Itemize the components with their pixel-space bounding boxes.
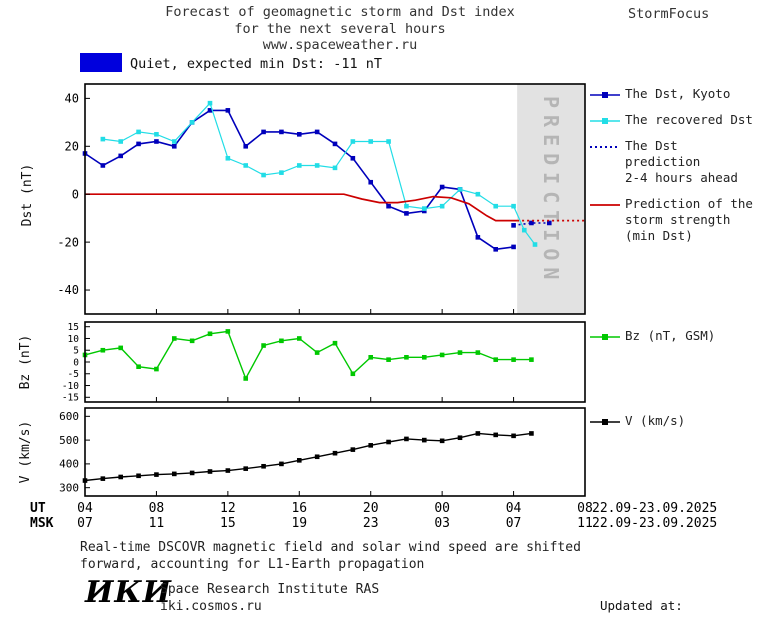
svg-text:5: 5	[73, 346, 79, 357]
svg-text:22.09-23.09.2025: 22.09-23.09.2025	[592, 501, 717, 516]
v-marker-icon	[590, 419, 620, 425]
legend-label-storm-1: Prediction of the	[625, 196, 753, 211]
title-line-3-site-link[interactable]: www.spaceweather.ru	[262, 37, 418, 53]
svg-text:04: 04	[77, 501, 93, 516]
legend-item-recovered: The recovered Dst	[590, 112, 760, 128]
main-legend: The Dst, Kyoto The recovered Dst The Dst…	[590, 86, 760, 244]
svg-text:12: 12	[220, 501, 236, 516]
svg-text:40: 40	[65, 92, 79, 106]
dst-axis-label: Dst (nT)	[20, 163, 35, 227]
page-title: Forecast of geomagnetic storm and Dst in…	[60, 4, 620, 54]
svg-text:-10: -10	[62, 381, 79, 392]
legend-item-prediction: The Dst prediction 2-4 hours ahead	[590, 138, 760, 186]
svg-text:08: 08	[577, 501, 593, 516]
svg-text:07: 07	[506, 516, 522, 531]
storm-strength-marker-icon	[590, 204, 620, 206]
svg-text:16: 16	[291, 501, 307, 516]
svg-text:08: 08	[149, 501, 165, 516]
svg-text:15: 15	[220, 516, 236, 531]
legend-label-dst-kyoto: The Dst, Kyoto	[625, 86, 731, 101]
svg-text:300: 300	[59, 482, 79, 495]
legend-item-bz: Bz (nT, GSM)	[590, 328, 760, 344]
svg-text:20: 20	[65, 139, 79, 153]
svg-text:19: 19	[291, 516, 307, 531]
institute-site-link[interactable]: iki.cosmos.ru	[160, 599, 262, 614]
svg-text:22.09-23.09.2025: 22.09-23.09.2025	[592, 516, 717, 531]
legend-label-storm-3: (min Dst)	[625, 228, 693, 243]
svg-text:500: 500	[59, 434, 79, 447]
legend-label-storm-2: storm strength	[625, 212, 731, 227]
svg-text:MSK: MSK	[30, 516, 54, 531]
svg-text:UT: UT	[30, 501, 46, 516]
svg-text:400: 400	[59, 458, 79, 471]
svg-text:600: 600	[59, 410, 79, 423]
svg-text:04: 04	[506, 501, 522, 516]
brand-stormfocus: StormFocus	[628, 6, 710, 22]
dst-chart: PREDICTION -40 -20 0 20 40	[57, 83, 586, 315]
v-axis-label: V (km/s)	[18, 420, 33, 484]
svg-text:-5: -5	[68, 369, 79, 380]
updated-block: Updated at: UT 04:05, 23.09.2025 MSK 07:…	[600, 566, 758, 620]
legend-label-recovered: The recovered Dst	[625, 112, 753, 127]
storm-level-swatch	[80, 53, 122, 72]
legend-label-bz: Bz (nT, GSM)	[625, 328, 716, 343]
svg-text:00: 00	[434, 501, 450, 516]
legend-label-prediction-1: The Dst prediction	[625, 138, 701, 169]
institute-name: Space Research Institute RAS	[160, 582, 380, 597]
footer-note-line-2: forward, accounting for L1-Earth propaga…	[80, 557, 425, 572]
v-chart: 300 400 500 600	[59, 407, 586, 497]
bz-legend: Bz (nT, GSM)	[590, 328, 760, 344]
svg-text:20: 20	[363, 501, 379, 516]
svg-text:07: 07	[77, 516, 93, 531]
footer-note: Real-time DSCOVR magnetic field and sola…	[80, 539, 581, 573]
bz-marker-icon	[590, 334, 620, 340]
updated-label: Updated at:	[600, 598, 683, 613]
title-line-1: Forecast of geomagnetic storm and Dst in…	[165, 4, 515, 20]
title-line-2: for the next several hours	[234, 20, 446, 37]
svg-text:PREDICTION: PREDICTION	[539, 96, 563, 286]
footer-note-line-1: Real-time DSCOVR magnetic field and sola…	[80, 540, 581, 555]
svg-text:-20: -20	[57, 235, 79, 249]
legend-item-v: V (km/s)	[590, 413, 760, 429]
svg-text:11: 11	[149, 516, 165, 531]
svg-text:10: 10	[68, 334, 80, 345]
svg-text:-40: -40	[57, 283, 79, 297]
svg-text:15: 15	[68, 322, 79, 333]
svg-text:11: 11	[577, 516, 593, 531]
svg-text:-15: -15	[62, 393, 79, 404]
legend-label-prediction-2: 2-4 hours ahead	[625, 170, 738, 185]
status-label: Quiet, expected min Dst: -11 nT	[130, 56, 382, 72]
iki-logo: ИКИ	[85, 575, 172, 610]
svg-text:0: 0	[73, 357, 79, 368]
legend-item-dst-kyoto: The Dst, Kyoto	[590, 86, 760, 102]
legend-item-storm-strength: Prediction of the storm strength (min Ds…	[590, 196, 760, 244]
svg-text:0: 0	[72, 187, 79, 201]
v-legend: V (km/s)	[590, 413, 760, 429]
dst-kyoto-marker-icon	[590, 92, 620, 98]
svg-text:23: 23	[363, 516, 379, 531]
recovered-dst-marker-icon	[590, 118, 620, 124]
legend-label-v: V (km/s)	[625, 413, 686, 428]
dst-prediction-marker-icon	[590, 146, 620, 148]
svg-text:03: 03	[434, 516, 450, 531]
